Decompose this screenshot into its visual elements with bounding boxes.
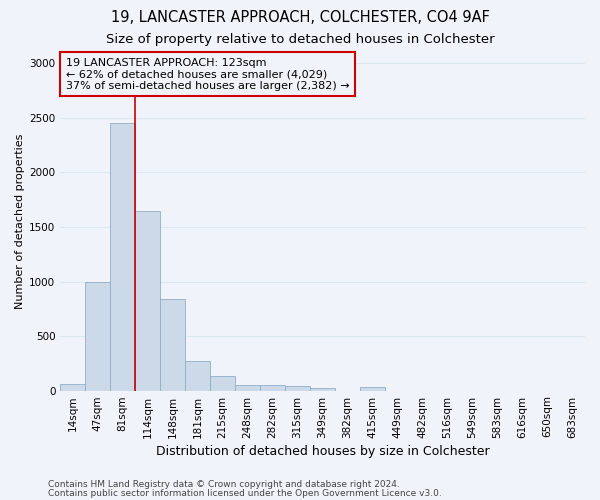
Bar <box>235 385 260 390</box>
Text: Contains HM Land Registry data © Crown copyright and database right 2024.: Contains HM Land Registry data © Crown c… <box>48 480 400 489</box>
Bar <box>285 386 310 390</box>
Text: 19 LANCASTER APPROACH: 123sqm
← 62% of detached houses are smaller (4,029)
37% o: 19 LANCASTER APPROACH: 123sqm ← 62% of d… <box>65 58 349 91</box>
X-axis label: Distribution of detached houses by size in Colchester: Distribution of detached houses by size … <box>156 444 490 458</box>
Text: 19, LANCASTER APPROACH, COLCHESTER, CO4 9AF: 19, LANCASTER APPROACH, COLCHESTER, CO4 … <box>110 10 490 25</box>
Bar <box>310 388 335 390</box>
Bar <box>85 282 110 391</box>
Bar <box>110 124 135 390</box>
Bar <box>210 376 235 390</box>
Bar <box>260 384 285 390</box>
Bar <box>185 360 210 390</box>
Y-axis label: Number of detached properties: Number of detached properties <box>15 134 25 309</box>
Bar <box>160 299 185 390</box>
Bar <box>60 384 85 390</box>
Text: Contains public sector information licensed under the Open Government Licence v3: Contains public sector information licen… <box>48 488 442 498</box>
Bar <box>135 210 160 390</box>
Text: Size of property relative to detached houses in Colchester: Size of property relative to detached ho… <box>106 32 494 46</box>
Bar <box>360 388 385 390</box>
